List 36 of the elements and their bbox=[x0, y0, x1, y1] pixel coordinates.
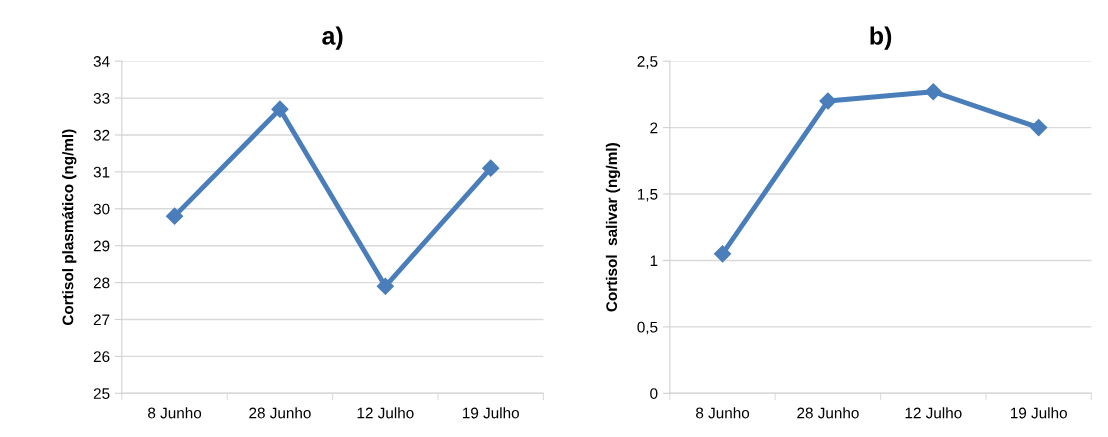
chart-title: b) bbox=[870, 26, 892, 50]
x-tick-label: 28 Junho bbox=[249, 407, 311, 419]
y-tick-label: 25 bbox=[93, 388, 110, 399]
y-tick-label: 34 bbox=[93, 56, 110, 67]
y-tick-label: 0 bbox=[650, 388, 658, 399]
point bbox=[166, 207, 184, 225]
x-tick-label: 8 Junho bbox=[696, 407, 750, 419]
y-tick-label: 26 bbox=[93, 351, 110, 363]
y-tick-label: 28 bbox=[93, 277, 110, 289]
point bbox=[271, 100, 289, 118]
y-tick-label: 2 bbox=[650, 122, 658, 134]
x-tick-label: 28 Junho bbox=[797, 407, 859, 419]
y-tick-label: 29 bbox=[93, 240, 110, 252]
point bbox=[482, 159, 500, 177]
x-tick-label: 12 Julho bbox=[905, 407, 962, 419]
point bbox=[376, 277, 394, 295]
x-tick-label: 19 Julho bbox=[463, 407, 519, 419]
point bbox=[713, 245, 732, 263]
y-tick-label: 32 bbox=[93, 129, 110, 141]
y-axis-title: Cortisol salivar (ng/ml) bbox=[605, 143, 621, 312]
x-tick-label: 8 Junho bbox=[148, 407, 202, 419]
y-tick-label: 30 bbox=[93, 203, 110, 215]
point bbox=[1030, 119, 1048, 137]
y-tick-label: 2,5 bbox=[637, 56, 658, 69]
y-tick-label: 33 bbox=[93, 92, 110, 104]
y-tick-label: 0,5 bbox=[637, 321, 658, 335]
chart-title: a) bbox=[322, 26, 343, 50]
y-tick-label: 31 bbox=[93, 166, 110, 178]
y-tick-label: 1,5 bbox=[637, 189, 658, 202]
y-tick-label: 1 bbox=[650, 255, 658, 266]
point bbox=[819, 92, 837, 110]
x-tick-label: 19 Julho bbox=[1010, 407, 1067, 419]
y-axis-title: Cortisol plasmático (ng/ml) bbox=[61, 129, 77, 326]
point bbox=[924, 83, 942, 101]
y-tick-label: 27 bbox=[93, 314, 110, 326]
x-tick-label: 12 Julho bbox=[357, 407, 414, 419]
